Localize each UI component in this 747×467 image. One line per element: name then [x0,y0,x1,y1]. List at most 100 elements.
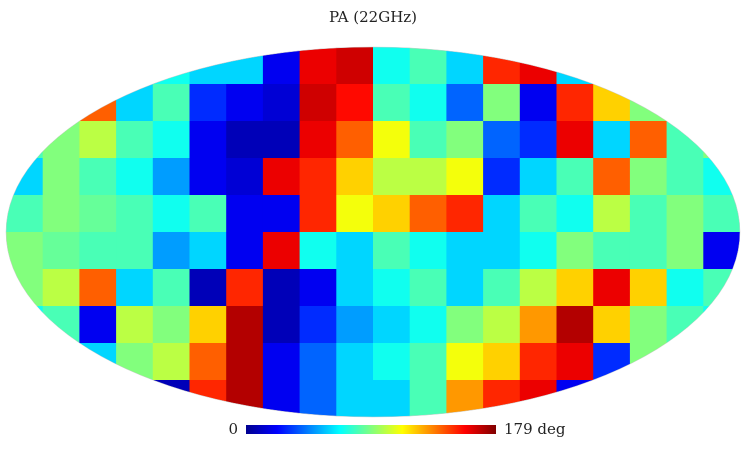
map-cell [446,306,484,344]
map-cell [629,380,668,417]
map-cell [373,195,411,233]
map-cell [666,47,704,85]
map-cell [556,121,594,159]
map-cell [79,195,117,233]
map-cell [189,84,227,122]
map-cell [703,306,740,344]
map-cell [446,47,484,85]
map-cell [593,47,631,85]
map-cell [593,84,631,122]
map-cell [262,195,301,233]
map-cell [703,84,740,122]
map-cell [42,380,80,417]
map-cell [409,232,447,270]
map-cell [226,84,264,122]
map-cell [189,47,227,85]
map-cell [519,84,557,122]
map-cell [189,158,227,196]
map-cell [556,343,594,381]
colorbar [246,425,496,434]
map-cell [336,195,374,233]
map-cell [409,343,447,381]
map-cell [483,380,521,417]
map-cell [629,47,668,85]
map-cell [116,343,154,381]
map-cell [593,269,631,307]
map-cell [483,121,521,159]
map-cell [116,269,154,307]
map-cell [262,306,301,344]
map-cell [409,195,447,233]
map-cell [409,306,447,344]
map-cell [226,306,264,344]
map-cell [593,380,631,417]
map-cell [519,306,557,344]
map-cell [42,47,80,85]
map-cell [483,306,521,344]
map-cell [6,380,44,417]
map-cell [446,232,484,270]
map-cell [226,158,264,196]
map-cell [262,232,301,270]
map-cell [409,121,447,159]
map-cell [336,84,374,122]
map-cell [483,269,521,307]
map-cell [519,195,557,233]
map-cell [409,47,447,85]
map-cell [152,306,190,344]
map-cell [666,232,704,270]
map-outline [5,46,741,418]
map-cell [152,158,190,196]
map-cell [373,269,411,307]
map-cell [556,195,594,233]
map-cell [152,232,190,270]
map-cell [483,232,521,270]
map-cell [593,232,631,270]
map-cell [483,84,521,122]
map-cell [79,158,117,196]
map-cell [42,121,80,159]
map-cell [189,380,227,417]
map-cell [409,158,447,196]
map-cell [593,343,631,381]
map-cell [262,121,301,159]
colorbar-label: 0 [228,420,238,438]
map-cell [226,269,264,307]
map-cell [262,84,301,122]
map-cell [336,343,374,381]
chart-title: PA (22GHz) [329,8,417,26]
map-cell [299,380,337,417]
map-cell [116,195,154,233]
map-cell [556,380,594,417]
map-cell [6,84,44,122]
map-cell [703,121,740,159]
map-cell [116,158,154,196]
map-cell [6,306,44,344]
map-cell [519,380,557,417]
map-cell [226,195,264,233]
map-cell [6,232,44,270]
map-cell [666,343,704,381]
map-cell [336,121,374,159]
map-cell [666,306,704,344]
map-cell [629,343,668,381]
map-cell [666,84,704,122]
map-cell [116,84,154,122]
map-cell [373,380,411,417]
map-cell [556,158,594,196]
map-cell [483,195,521,233]
map-cell [299,84,337,122]
map-cell [446,380,484,417]
map-cell [336,158,374,196]
map-cell [666,269,704,307]
map-cell [629,158,668,196]
map-cell [703,195,740,233]
map-cell [703,343,740,381]
map-cell [116,232,154,270]
map-cell [6,47,44,85]
map-cell [336,380,374,417]
map-cell [226,47,264,85]
map-cell [446,343,484,381]
map-cell [189,306,227,344]
colorbar-label: 179 deg [504,420,566,438]
